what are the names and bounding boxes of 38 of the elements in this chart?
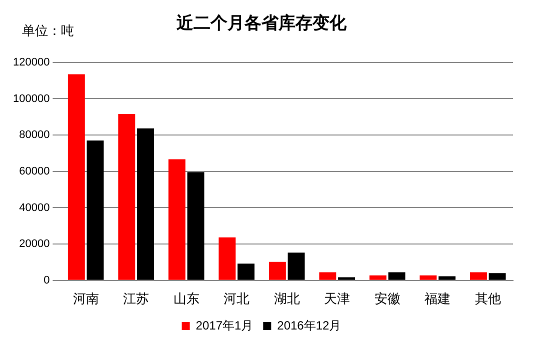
chart-title: 近二个月各省库存变化	[176, 14, 348, 34]
bar	[488, 273, 506, 280]
x-tick-label: 湖北	[274, 290, 300, 306]
x-tick-label: 河北	[224, 290, 250, 306]
bar	[68, 74, 85, 280]
bar	[168, 159, 186, 280]
legend-label: 2017年1月	[196, 318, 254, 332]
y-tick-label: 40000	[19, 202, 50, 214]
x-tick-label: 其他	[474, 290, 501, 306]
text: 单位：吨	[22, 23, 74, 40]
bar	[438, 276, 456, 280]
bar	[187, 172, 204, 280]
y-tick-label: 100000	[12, 92, 50, 105]
bar	[388, 272, 406, 280]
x-tick-label: 天津	[324, 290, 350, 306]
bar	[288, 252, 305, 280]
bar	[470, 272, 487, 280]
x-tick-label: 福建	[424, 290, 451, 306]
bar	[218, 237, 236, 280]
legend-label: 2016年12月	[277, 318, 342, 332]
bar	[238, 264, 254, 280]
y-tick-label: 20000	[19, 238, 50, 250]
y-tick-label: 120000	[12, 56, 50, 68]
bar	[86, 140, 104, 280]
x-tick-label: 安徽	[374, 290, 400, 306]
bar	[338, 277, 356, 280]
bar	[420, 275, 437, 280]
bar	[319, 272, 336, 280]
bar	[268, 262, 286, 280]
bar	[118, 114, 136, 280]
bar	[369, 275, 386, 280]
bar	[137, 128, 154, 280]
x-tick-label: 江苏	[123, 290, 150, 306]
y-tick-label: 80000	[19, 129, 50, 142]
y-tick-label: 60000	[19, 165, 50, 178]
x-tick-label: 山东	[173, 290, 200, 306]
x-tick-label: 河南	[72, 290, 99, 306]
y-tick-label: 0	[44, 274, 50, 286]
